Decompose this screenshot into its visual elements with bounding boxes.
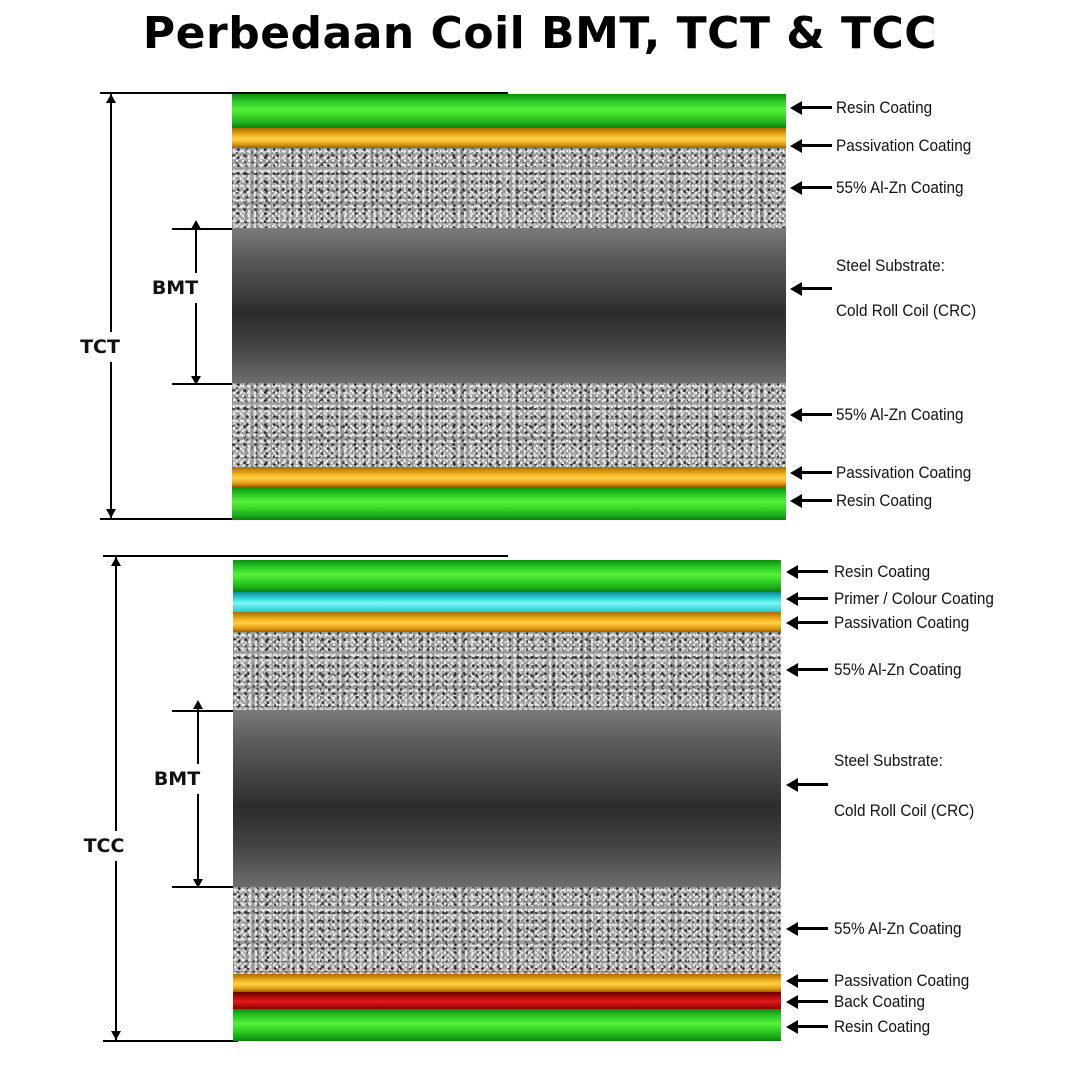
tcc-steel-substrate [233, 710, 781, 887]
arrow-left-icon [786, 974, 828, 988]
tct-bmt-arrow-down [191, 376, 201, 385]
arrow-left-icon [790, 494, 832, 508]
tcc-label-primer: Primer / Colour Coating [834, 589, 994, 608]
tct-top-line [100, 92, 508, 94]
tct-steel-substrate [232, 228, 786, 383]
tct-arrow-down [106, 509, 116, 518]
tcc-top-line [103, 555, 508, 557]
arrow-left-icon [786, 565, 828, 579]
arrow-left-icon [786, 778, 828, 792]
tct-alzn-coating-top [232, 148, 786, 228]
tct-alzn-coating-bottom [232, 383, 786, 467]
tct-bmt-dimension-line [195, 222, 197, 385]
tct-resin-coating-bottom [232, 487, 786, 520]
arrow-left-icon [790, 139, 832, 153]
tcc-bmt-arrow-down [193, 879, 203, 888]
tcc-label-alzn-bottom: 55% Al-Zn Coating [834, 919, 962, 938]
tcc-label-passivation-bottom: Passivation Coating [834, 971, 970, 990]
tct-bottom-line [100, 518, 240, 520]
tcc-label-resin-bottom: Resin Coating [834, 1017, 931, 1036]
tcc-label-back-coating: Back Coating [834, 992, 926, 1011]
tcc-bmt-arrow-up [193, 700, 203, 709]
arrow-left-icon [786, 922, 828, 936]
tcc-passivation-coating-bottom [233, 974, 781, 992]
arrow-left-icon [786, 663, 828, 677]
tct-passivation-coating-top [232, 128, 786, 148]
tcc-alzn-coating-bottom [233, 887, 781, 974]
arrow-left-icon [786, 616, 828, 630]
arrow-left-icon [790, 408, 832, 422]
arrow-left-icon [790, 282, 832, 296]
tcc-bmt-label: BMT [151, 764, 203, 794]
diagram-title: Perbedaan Coil BMT, TCT & TCC [142, 8, 938, 59]
arrow-left-icon [786, 1020, 828, 1034]
tcc-resin-coating-bottom [233, 1009, 781, 1041]
tct-passivation-coating-bottom [232, 467, 786, 487]
tcc-label-passivation-top: Passivation Coating [834, 613, 970, 632]
tct-dimension-line [110, 94, 112, 518]
tcc-label-alzn-top: 55% Al-Zn Coating [834, 660, 962, 679]
tcc-layer-stack [233, 560, 781, 1041]
arrow-left-icon [786, 592, 828, 606]
arrow-left-icon [790, 181, 832, 195]
tct-resin-coating-top [232, 94, 786, 128]
tct-bmt-label: BMT [149, 273, 201, 303]
tct-arrow-up [106, 94, 116, 103]
tcc-dimension-line [115, 557, 117, 1040]
tcc-alzn-coating-top [233, 632, 781, 710]
tct-label-alzn-bottom: 55% Al-Zn Coating [836, 405, 964, 424]
tct-label-steel-line2: Cold Roll Coil (CRC) [836, 301, 977, 320]
tct-label-steel-line1: Steel Substrate: [836, 256, 945, 275]
tct-layer-stack [232, 94, 786, 520]
tcc-bmt-dimension-line [197, 702, 199, 888]
tct-label-resin-bottom: Resin Coating [836, 491, 933, 510]
tcc-label-resin-top: Resin Coating [834, 562, 931, 581]
arrow-left-icon [786, 995, 828, 1009]
arrow-left-icon [790, 466, 832, 480]
tcc-label-steel-line2: Cold Roll Coil (CRC) [834, 801, 975, 820]
tct-bmt-arrow-up [191, 220, 201, 229]
tct-label-passivation-top: Passivation Coating [836, 136, 972, 155]
tcc-resin-coating-top [233, 560, 781, 592]
tcc-label-steel-line1: Steel Substrate: [834, 751, 943, 770]
tct-label-resin-top: Resin Coating [836, 98, 933, 117]
tcc-label: TCC [81, 831, 127, 861]
tcc-passivation-coating-top [233, 612, 781, 632]
tcc-back-coating [233, 992, 781, 1009]
tcc-arrow-down [111, 1031, 121, 1040]
arrow-left-icon [790, 101, 832, 115]
tct-label-alzn-top: 55% Al-Zn Coating [836, 178, 964, 197]
tct-label-passivation-bottom: Passivation Coating [836, 463, 972, 482]
tcc-primer-colour-coating [233, 592, 781, 612]
tcc-bottom-line [103, 1040, 238, 1042]
tcc-arrow-up [111, 557, 121, 566]
tct-label: TCT [78, 332, 122, 362]
